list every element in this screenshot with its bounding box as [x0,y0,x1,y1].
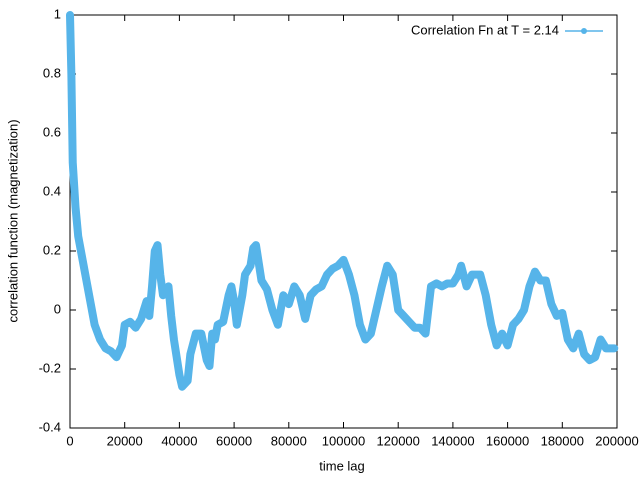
y-tick-label: -0.2 [39,360,61,375]
y-tick-label: 0.6 [43,124,61,139]
x-tick-label: 180000 [541,433,584,448]
x-tick-label: 120000 [377,433,420,448]
x-tick-label: 20000 [107,433,143,448]
y-tick-label: 0.8 [43,65,61,80]
y-axis-label: correlation function (magnetization) [5,119,20,322]
x-tick-label: 140000 [431,433,474,448]
data-line [66,11,619,391]
x-tick-label: 60000 [216,433,252,448]
y-tick-label: -0.4 [39,419,61,434]
x-tick-label: 0 [66,433,73,448]
legend-label: Correlation Fn at T = 2.14 [411,22,559,37]
x-tick-label: 80000 [271,433,307,448]
y-tick-label: 0.4 [43,183,61,198]
x-tick-label: 160000 [486,433,529,448]
x-tick-label: 100000 [322,433,365,448]
legend-marker [581,28,587,34]
x-tick-label: 200000 [595,433,638,448]
y-tick-label: 0 [54,301,61,316]
x-tick-label: 40000 [161,433,197,448]
y-tick-label: 1 [54,6,61,21]
plot-border [69,14,618,429]
y-tick-label: 0.2 [43,242,61,257]
x-axis-label: time lag [319,458,365,473]
